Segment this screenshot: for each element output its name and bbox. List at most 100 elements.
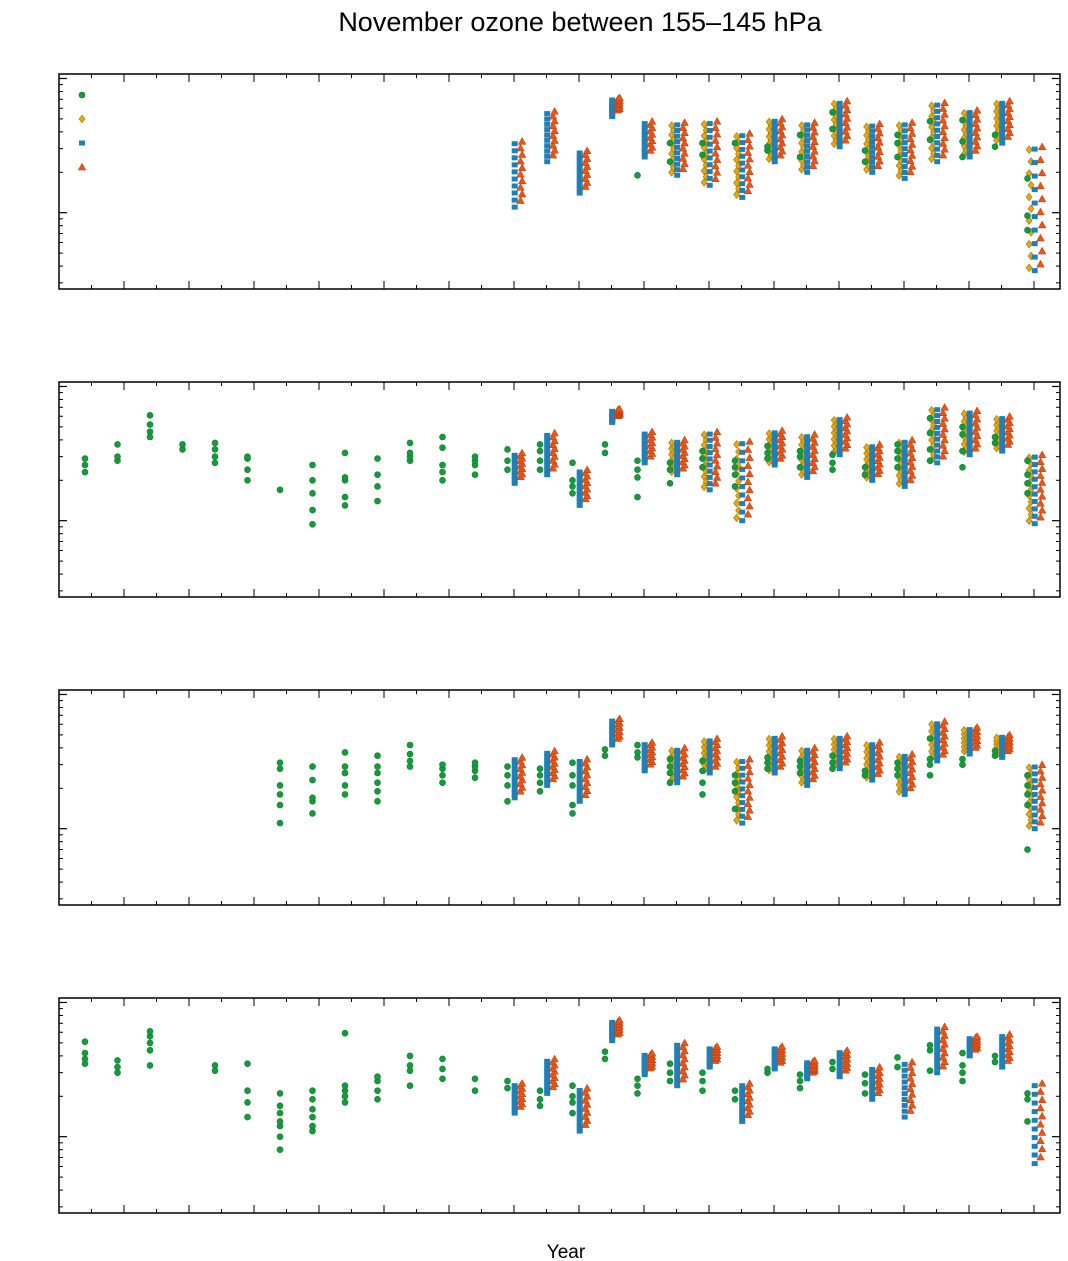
vc-mam-point xyxy=(906,440,915,448)
mam-point xyxy=(966,149,973,155)
vc-mam-point xyxy=(678,1050,688,1059)
mam-point xyxy=(1031,1083,1038,1089)
vc-mam-point xyxy=(712,450,722,458)
legend xyxy=(77,91,87,171)
sonde-point xyxy=(796,153,804,161)
mam-point xyxy=(739,484,746,489)
vc-mam-point xyxy=(940,435,949,444)
mam-point xyxy=(869,1086,876,1092)
sonde-point xyxy=(699,1087,706,1094)
mam-point xyxy=(544,761,551,767)
mam-point xyxy=(674,139,681,145)
data-points xyxy=(511,93,1047,274)
vc-mam-point xyxy=(678,123,688,131)
vc-mam-point xyxy=(745,154,754,163)
mam-point xyxy=(934,1050,941,1056)
sonde-point xyxy=(114,441,121,448)
mam-point xyxy=(1031,187,1038,193)
vc-mam-point xyxy=(581,758,590,767)
vc-mam-point xyxy=(743,509,753,518)
mam-point xyxy=(966,419,973,425)
vc-mam-point xyxy=(745,453,754,461)
mam-point xyxy=(999,445,1006,450)
mam-point xyxy=(934,407,941,413)
mam-point xyxy=(739,188,746,193)
mam-point xyxy=(609,737,616,743)
sonde-point xyxy=(471,774,479,782)
mam-point xyxy=(544,782,551,788)
mam-point xyxy=(966,727,973,733)
mam-point xyxy=(706,128,713,133)
vc-mam-point xyxy=(906,1063,915,1071)
vc-mam-point xyxy=(972,423,982,431)
mam-point xyxy=(869,154,876,160)
vc-mam-point xyxy=(712,129,722,138)
mam-point xyxy=(901,762,908,768)
sonde-point xyxy=(959,430,966,438)
mam-point xyxy=(901,766,908,772)
vc-mam-point xyxy=(582,786,592,795)
vc-mam-point xyxy=(842,731,852,740)
vc-mam-point xyxy=(907,151,917,159)
sonde-point xyxy=(894,153,901,161)
mam-point xyxy=(739,813,746,819)
sonde-point xyxy=(309,476,316,484)
sonde-point xyxy=(374,797,381,805)
mam-point xyxy=(836,1063,843,1069)
mam-point xyxy=(576,776,583,782)
mam-point xyxy=(674,769,681,775)
sonde-point xyxy=(894,1054,901,1061)
vc-mam-point xyxy=(548,463,558,472)
mam-point xyxy=(739,759,746,764)
vc-mam-point xyxy=(1005,730,1014,739)
vc-mam-point xyxy=(938,104,948,112)
mam-point xyxy=(544,754,551,760)
mam-point xyxy=(576,477,583,482)
vc-mam-point xyxy=(938,451,948,460)
mam-point xyxy=(869,123,876,129)
sonde-point xyxy=(439,771,446,779)
sonde-point xyxy=(829,759,836,767)
mls-point xyxy=(1025,516,1033,526)
mam-point xyxy=(901,164,908,169)
mam-point xyxy=(901,775,908,780)
mam-point xyxy=(836,129,843,135)
sonde-point xyxy=(146,428,154,436)
mam-point xyxy=(739,492,746,498)
mam-point xyxy=(966,746,973,752)
sonde-point xyxy=(894,771,901,779)
vc-mam-point xyxy=(875,119,884,128)
vc-mam-point xyxy=(972,1031,982,1040)
vc-mam-point xyxy=(582,162,592,170)
mam-point xyxy=(966,732,973,738)
vc-mam-point xyxy=(711,467,720,476)
vc-mam-point xyxy=(711,123,720,131)
mam-point xyxy=(934,127,941,133)
vc-mam-point xyxy=(711,455,720,464)
mam-point xyxy=(576,484,583,490)
mam-point xyxy=(804,782,811,788)
sonde-point xyxy=(634,172,641,179)
vc-mam-point xyxy=(582,762,592,771)
mam-point xyxy=(641,139,648,145)
mam-point xyxy=(641,745,648,751)
mam-point xyxy=(999,114,1006,120)
mam-point xyxy=(966,743,973,749)
vc-mam-point xyxy=(680,1054,689,1063)
data-points xyxy=(276,714,1047,853)
mam-point xyxy=(674,439,681,445)
sonde-point xyxy=(991,439,999,447)
vc-mam-point xyxy=(906,768,915,777)
mam-point xyxy=(966,748,973,754)
mls-point xyxy=(668,121,676,130)
sonde-point xyxy=(276,1109,284,1117)
vc-mam-point xyxy=(808,161,818,169)
mam-point xyxy=(641,768,648,774)
mam-point xyxy=(901,454,908,460)
mam-point xyxy=(511,1089,518,1095)
mls-point xyxy=(1025,145,1033,155)
mam-point xyxy=(869,746,876,752)
mam-point xyxy=(771,458,778,464)
vc-mam-point xyxy=(875,738,884,746)
